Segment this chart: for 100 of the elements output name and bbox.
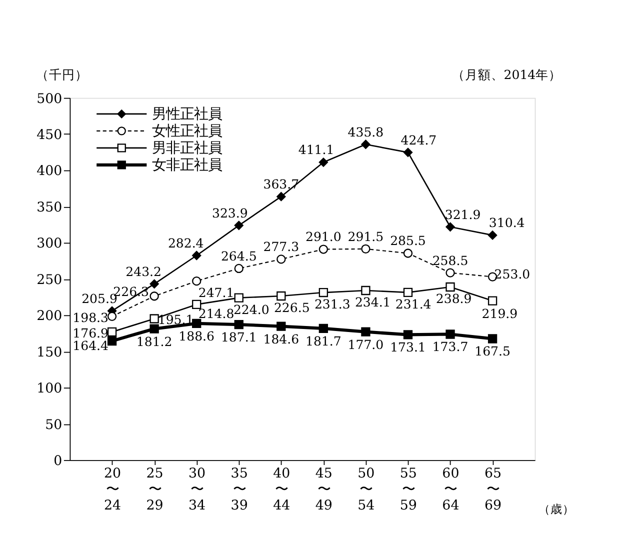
y-tick-label: 300 (36, 236, 62, 252)
point (318, 324, 328, 334)
x-tick-label: 45〜49 (315, 466, 332, 514)
point (446, 268, 455, 278)
point (403, 248, 413, 258)
x-tick-label: 20〜24 (104, 466, 122, 514)
data-label: 188.6 (178, 328, 215, 344)
x-tick-label: 50〜54 (358, 466, 375, 514)
point (234, 264, 244, 274)
point (361, 140, 370, 149)
data-label: 258.5 (432, 252, 468, 268)
data-label: 247.1 (198, 285, 234, 300)
data-label: 231.4 (395, 296, 432, 312)
y-tick-label: 250 (36, 272, 62, 288)
data-label: 285.5 (390, 233, 426, 248)
data-label: 321.9 (444, 206, 481, 222)
y-tick-label: 50 (45, 418, 62, 433)
legend-label: 男非正社員 (152, 140, 222, 156)
point (150, 279, 159, 288)
data-label: 277.3 (263, 239, 300, 254)
data-label: 411.1 (298, 142, 334, 158)
point (403, 330, 413, 340)
legend-label: 女性正社員 (152, 123, 222, 140)
data-label: 310.4 (488, 215, 525, 230)
data-label: 231.3 (314, 296, 350, 312)
point (488, 296, 498, 306)
point (318, 288, 328, 298)
data-label: 167.5 (474, 344, 510, 359)
point (234, 320, 244, 330)
y-axis-title: （千円） (36, 67, 88, 82)
data-label: 243.2 (126, 264, 162, 279)
y-tick-label: 0 (54, 454, 62, 469)
y-tick-label: 400 (36, 164, 62, 180)
x-tick-label: 60〜64 (442, 466, 460, 514)
point (446, 282, 455, 292)
point (446, 222, 455, 232)
point (107, 327, 117, 337)
x-tick-label: 35〜39 (230, 466, 248, 514)
point (276, 291, 286, 301)
point (403, 148, 413, 157)
data-label: 264.5 (220, 248, 257, 264)
point (361, 286, 370, 296)
x-tick-label: 40〜44 (273, 466, 290, 514)
data-label: 224.0 (233, 302, 270, 317)
y-tick-label: 500 (36, 92, 62, 107)
point (488, 334, 498, 344)
data-label: 253.0 (494, 266, 530, 282)
data-label: 176.9 (72, 325, 109, 340)
legend-label: 男性正社員 (152, 106, 222, 122)
point (107, 336, 117, 346)
data-label: 198.3 (72, 310, 109, 325)
data-label: 219.9 (482, 306, 518, 321)
data-label: 177.0 (348, 336, 384, 352)
y-tick-label: 150 (36, 345, 62, 360)
data-label: 187.1 (220, 330, 257, 345)
legend-label: 女非正社員 (152, 157, 222, 174)
point (446, 330, 455, 339)
point (150, 324, 159, 334)
y-tick-label: 100 (36, 382, 62, 397)
data-label: 363.7 (263, 176, 300, 192)
point (234, 220, 244, 230)
data-label: 164.4 (72, 338, 109, 353)
point (192, 276, 202, 286)
data-label: 282.4 (168, 235, 204, 250)
point (150, 292, 159, 301)
data-label: 173.1 (390, 340, 426, 355)
point (192, 318, 202, 328)
point (192, 300, 202, 310)
data-label: 173.7 (432, 339, 468, 354)
point (276, 192, 286, 202)
x-tick-label: 65〜69 (484, 466, 502, 514)
data-label: 424.7 (400, 132, 437, 148)
point (234, 293, 244, 302)
point (192, 250, 202, 260)
y-tick-label: 200 (36, 309, 62, 324)
data-label: 323.9 (212, 205, 248, 220)
data-label: 214.8 (198, 306, 234, 321)
y-tick-label: 350 (36, 200, 62, 216)
point (150, 314, 159, 324)
point (318, 244, 328, 254)
point (488, 230, 498, 240)
point (276, 254, 286, 264)
point (403, 288, 413, 298)
data-label: 181.2 (136, 334, 172, 349)
point (318, 158, 328, 167)
y-tick-label: 450 (36, 128, 62, 144)
data-label: 291.0 (306, 229, 342, 244)
point (276, 322, 286, 331)
x-tick-label: 25〜29 (146, 466, 164, 514)
x-tick-label: 55〜59 (400, 466, 417, 514)
data-label: 181.7 (306, 333, 342, 348)
point (361, 244, 370, 254)
data-label: 435.8 (348, 124, 384, 140)
data-label: 234.1 (354, 294, 391, 310)
data-label: 184.6 (263, 331, 300, 346)
x-axis-title: （歳） (538, 502, 574, 516)
data-label: 291.5 (348, 228, 384, 244)
point (361, 327, 370, 336)
x-tick-label: 30〜34 (188, 466, 206, 514)
text: （月額、2014年） (452, 67, 562, 82)
